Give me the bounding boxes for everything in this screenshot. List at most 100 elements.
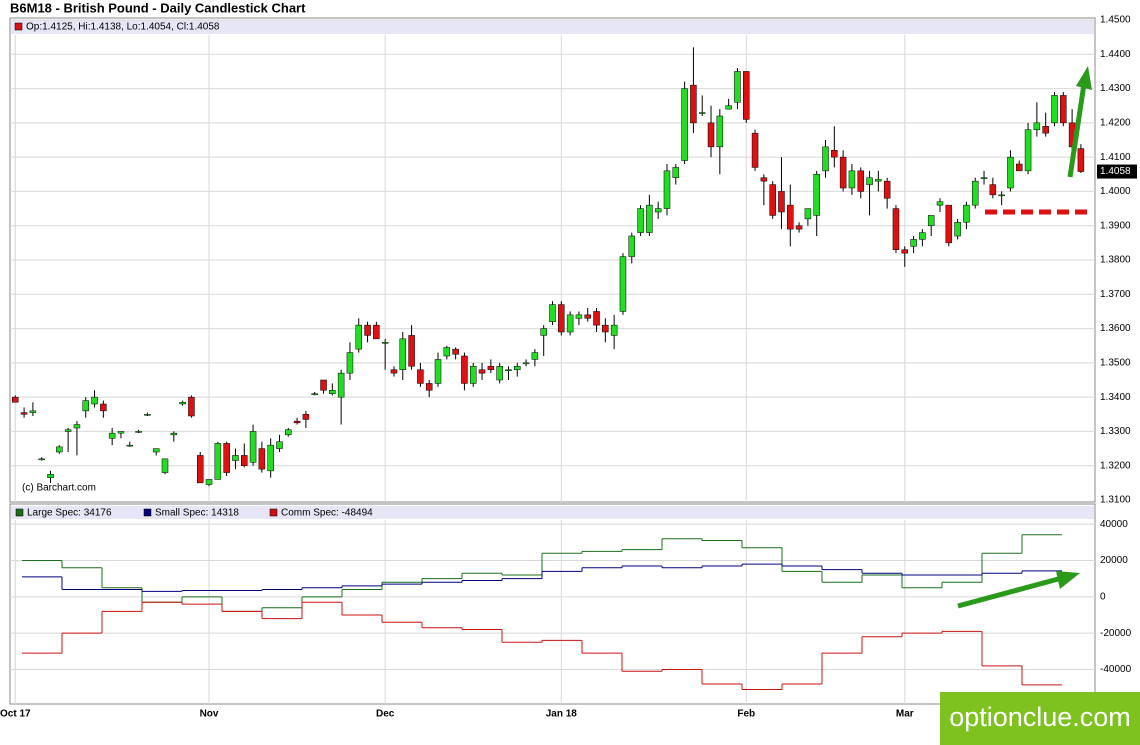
candle-body: [883, 180, 891, 199]
info-swatch: [14, 22, 23, 31]
candle-body: [646, 204, 653, 233]
candle-body: [267, 444, 274, 472]
candle-body: [795, 225, 803, 230]
candle-body: [505, 369, 512, 371]
candle-body: [769, 184, 776, 216]
candle-body: [12, 396, 19, 403]
candle-body: [285, 429, 292, 436]
x-tick-label: Mar: [896, 709, 914, 720]
candle-body: [971, 180, 979, 206]
candle-body: [1024, 129, 1032, 172]
candle-body: [258, 448, 266, 470]
y-tick-label: 1.3900: [1100, 220, 1131, 231]
candle-body: [936, 201, 944, 206]
candle-body: [1060, 95, 1067, 124]
candle-body: [628, 235, 636, 257]
candle-body: [514, 366, 521, 370]
candle-body: [1007, 156, 1014, 189]
y-tick-label: 1.3300: [1100, 426, 1131, 437]
candle-body: [425, 383, 433, 391]
watermark-box: [940, 692, 1140, 745]
candle-body: [610, 324, 618, 336]
candle-body: [443, 347, 451, 357]
y-tick-label: 1.4400: [1100, 49, 1131, 60]
candle-body: [584, 314, 591, 319]
candle-body: [47, 474, 54, 478]
candle-body: [496, 366, 503, 381]
candle-body: [558, 304, 565, 333]
y-tick-label: 1.4100: [1100, 152, 1131, 163]
candle-body: [593, 311, 600, 326]
candle-body: [373, 324, 380, 340]
y-tick-label: 1.3100: [1100, 495, 1131, 506]
candle-body: [919, 232, 926, 240]
candle-body: [787, 204, 794, 230]
candle-body: [989, 184, 997, 196]
candle-body: [531, 352, 539, 360]
legend-label: Comm Spec: -48494: [281, 508, 373, 519]
watermark: optionclue.com: [949, 702, 1131, 732]
candle-body: [866, 177, 873, 185]
x-tick-label: Dec: [376, 709, 395, 720]
candle-body: [434, 359, 442, 384]
y-tick-label: 1.3600: [1100, 323, 1131, 334]
candle-body: [161, 458, 169, 473]
candle-body: [540, 328, 547, 336]
candle-body: [91, 396, 98, 405]
candle-body: [875, 179, 882, 182]
x-tick-label: Nov: [200, 709, 219, 720]
candle-body: [778, 191, 785, 213]
candle-body: [417, 369, 424, 384]
candle-body: [214, 443, 222, 480]
chart-title: B6M18 - British Pound - Daily Candlestic…: [10, 0, 306, 15]
plot-layer: 1.3100 1.3200 1.3300 1.3400 1.3500 1.3600 1.37…: [0, 15, 1137, 720]
candle-body: [1077, 148, 1085, 172]
candle-body: [381, 342, 389, 344]
candle-body: [734, 71, 741, 103]
candle-body: [469, 366, 477, 384]
y-tick-label: 1.3400: [1100, 392, 1131, 403]
info-band: [11, 20, 1094, 34]
candle-body: [751, 132, 759, 168]
candle-body: [144, 414, 151, 416]
y-tick-label: 1.4500: [1100, 15, 1131, 26]
legend-label: Small Spec: 14318: [155, 508, 239, 519]
legend-swatch: [143, 508, 152, 517]
candle-body: [672, 167, 680, 178]
candle-body: [575, 314, 583, 319]
candle-body: [232, 455, 239, 461]
candle-body: [619, 256, 627, 312]
candle-body: [56, 446, 63, 453]
x-tick-label: Feb: [737, 709, 755, 720]
y-tick-label: 1.3700: [1100, 289, 1131, 300]
candle-body: [293, 420, 301, 424]
candle-body: [276, 441, 283, 449]
x-tick-label: Jan 18: [546, 709, 578, 720]
candle-body: [725, 105, 732, 110]
y-tick-label: 1.4000: [1100, 186, 1131, 197]
y-tick-label: 1.4300: [1100, 83, 1131, 94]
candle-body: [311, 393, 318, 395]
y-tick-label: 1.3200: [1100, 460, 1131, 471]
candle-body: [681, 88, 688, 161]
candle-body: [478, 369, 486, 374]
candle-body: [857, 170, 864, 192]
candle-body: [743, 71, 750, 120]
candle-body: [73, 424, 81, 429]
candle-body: [698, 112, 706, 114]
candle-body: [188, 396, 195, 417]
candle-body: [38, 458, 45, 461]
candle-body: [892, 208, 900, 250]
candle-body: [927, 215, 935, 226]
candle-body: [29, 410, 37, 413]
candle-body: [760, 177, 768, 182]
candle-body: [549, 304, 556, 322]
candle-body: [64, 429, 72, 432]
candle-body: [170, 432, 178, 436]
last-price-box: [1097, 164, 1137, 179]
candle-body: [452, 348, 459, 355]
candle-body: [602, 324, 609, 333]
candle-body: [108, 432, 116, 439]
candle-body: [690, 84, 697, 124]
candle-body: [487, 366, 495, 370]
